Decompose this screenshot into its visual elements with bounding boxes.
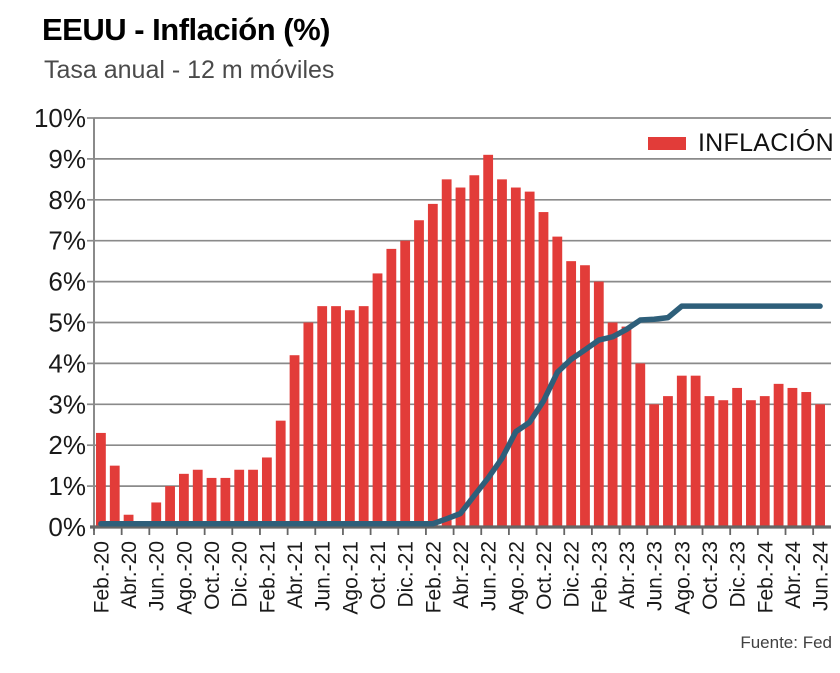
x-tick-label: Ago.-20 xyxy=(173,541,196,615)
inflation-bar xyxy=(344,310,355,527)
x-tick-label: Oct.-22 xyxy=(533,541,556,610)
x-tick-label: Feb.-24 xyxy=(754,541,777,614)
inflation-bar xyxy=(151,502,162,527)
inflation-bar xyxy=(718,400,729,527)
inflation-bar xyxy=(289,355,300,527)
inflation-bar xyxy=(690,375,701,527)
inflation-bar xyxy=(372,273,383,527)
inflation-bar xyxy=(524,191,535,527)
inflation-bar xyxy=(732,387,743,527)
inflation-bar xyxy=(331,306,341,527)
y-tick-label: 4% xyxy=(48,348,86,378)
inflation-bar xyxy=(801,392,812,527)
inflation-bar xyxy=(773,383,784,527)
x-tick-label: Feb.-20 xyxy=(90,541,113,613)
inflation-bar xyxy=(787,387,798,527)
y-tick-label: 2% xyxy=(48,430,86,460)
inflation-bar xyxy=(109,465,120,527)
inflation-bar xyxy=(815,404,825,527)
x-tick-label: Ago.-22 xyxy=(505,541,528,615)
x-tick-label: Abr.-23 xyxy=(616,541,639,609)
inflation-bar xyxy=(96,432,106,527)
x-tick-label: Jun.-22 xyxy=(478,541,501,611)
x-tick-label: Dic.-21 xyxy=(395,541,418,608)
inflation-bar xyxy=(538,212,549,527)
x-tick-label: Feb.-23 xyxy=(588,541,611,613)
x-tick-label: Jun.-21 xyxy=(312,541,335,611)
inflation-bar xyxy=(261,457,272,527)
source-note: Fuente: Fed xyxy=(740,633,832,652)
y-tick-label: 3% xyxy=(48,389,86,419)
x-tick-label: Jun.-24 xyxy=(810,541,833,611)
inflation-bar xyxy=(123,514,134,527)
x-tick-label: Oct.-20 xyxy=(201,541,224,610)
x-tick-label: Abr.-20 xyxy=(118,541,141,609)
y-tick-label: 9% xyxy=(48,144,86,174)
inflation-bar xyxy=(455,187,466,527)
y-tick-label: 10% xyxy=(34,103,86,133)
fed-rate-line xyxy=(98,303,823,527)
inflation-bar xyxy=(441,179,452,527)
inflation-bar xyxy=(427,203,438,527)
inflation-bar xyxy=(275,420,286,527)
y-tick-label: 1% xyxy=(48,471,86,501)
inflation-bar xyxy=(358,306,369,527)
x-tick-label: Oct.-23 xyxy=(699,541,722,610)
inflation-bar xyxy=(676,375,687,527)
inflation-bar xyxy=(165,486,175,527)
x-tick-label: Dic.-20 xyxy=(229,541,252,608)
inflation-bar xyxy=(607,322,618,527)
inflation-bar xyxy=(303,322,314,527)
chart-subtitle: Tasa anual - 12 m móviles xyxy=(44,56,335,84)
inflation-bar xyxy=(386,248,397,527)
inflation-bar xyxy=(178,473,189,527)
inflation-bar xyxy=(510,187,521,527)
x-tick-label: Ago.-21 xyxy=(339,541,362,615)
inflation-bar xyxy=(317,306,328,527)
x-tick-label: Feb.-22 xyxy=(422,541,445,613)
inflation-bar xyxy=(234,469,245,527)
y-tick-label: 0% xyxy=(48,512,86,542)
inflation-bar xyxy=(746,400,756,527)
x-tick-label: Abr.-22 xyxy=(450,541,473,609)
x-tick-label: Dic.-23 xyxy=(727,541,750,608)
y-tick-label: 8% xyxy=(48,185,86,215)
y-tick-label: 5% xyxy=(48,308,86,338)
inflation-bar xyxy=(414,220,424,527)
inflation-bar xyxy=(580,265,590,527)
x-tick-label: Abr.-24 xyxy=(782,541,805,609)
y-tick-label: 7% xyxy=(48,226,86,256)
x-tick-label: Jun.-20 xyxy=(146,541,169,611)
x-tick-label: Oct.-21 xyxy=(367,541,390,610)
inflation-bar xyxy=(759,396,770,527)
x-tick-label: Dic.-22 xyxy=(561,541,584,608)
inflation-bar xyxy=(497,179,507,527)
inflation-bar xyxy=(469,175,480,527)
inflation-bar xyxy=(593,281,604,527)
inflation-bar xyxy=(635,363,646,527)
legend: INFLACIÓN xyxy=(647,128,834,157)
inflation-bar xyxy=(552,236,563,528)
y-tick-label: 6% xyxy=(48,267,86,297)
inflation-bar xyxy=(621,326,632,527)
inflation-bar xyxy=(400,240,411,527)
inflation-bar xyxy=(206,477,217,527)
inflation-bar xyxy=(663,396,673,527)
chart-title: EEUU - Inflación (%) xyxy=(42,12,330,47)
inflation-bar xyxy=(704,396,715,527)
x-tick-label: Feb.-21 xyxy=(256,541,279,613)
inflation-bar xyxy=(483,154,494,527)
inflation-bar xyxy=(192,469,203,527)
x-tick-label: Ago.-23 xyxy=(671,541,694,615)
x-tick-label: Jun.-23 xyxy=(644,541,667,611)
x-tick-label: Abr.-21 xyxy=(284,541,307,609)
legend-label: INFLACIÓN xyxy=(697,128,834,157)
legend-swatch-inflacion xyxy=(647,136,686,150)
inflation-bar xyxy=(248,469,258,527)
inflation-bar xyxy=(220,477,231,527)
inflation-bar xyxy=(649,404,660,527)
inflation-bar xyxy=(566,261,577,527)
